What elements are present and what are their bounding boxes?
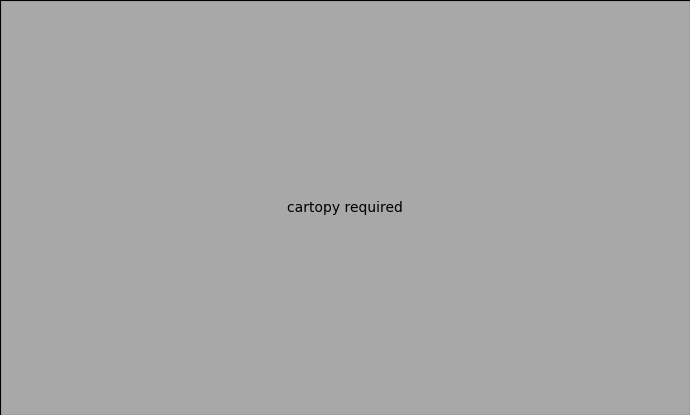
Text: cartopy required: cartopy required [287,200,403,215]
